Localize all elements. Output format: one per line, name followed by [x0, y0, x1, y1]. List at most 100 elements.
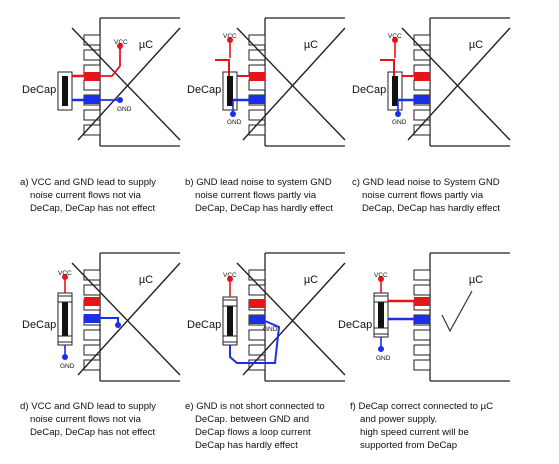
vcc-pad	[249, 299, 265, 308]
caption-line: DeCap. between GND and	[195, 414, 310, 425]
gnd-node	[378, 346, 384, 352]
vcc-trace	[380, 59, 414, 77]
caption-a: a) VCC and GND lead to supply noise curre…	[20, 176, 156, 215]
gnd-loop-trace	[229, 320, 281, 364]
chip-pin	[83, 79, 101, 91]
caption-line: DeCap has hardly effect	[195, 440, 298, 451]
chip-body-border	[100, 17, 180, 147]
cross-line	[407, 27, 511, 141]
panel-e: µC DeCap VCC GND	[187, 252, 346, 382]
vcc-pad	[84, 72, 100, 81]
chip-pin	[83, 49, 101, 61]
caption-line: b) GND lead noise to system GND	[185, 177, 332, 188]
gnd-node	[230, 111, 236, 117]
decap-label: DeCap	[22, 84, 56, 96]
chip-pin	[248, 49, 266, 61]
chip-body-border	[430, 17, 510, 147]
vcc-node	[378, 276, 384, 282]
chip-pin	[413, 79, 431, 91]
vcc-node	[392, 37, 398, 43]
gnd-label: GND	[376, 355, 391, 362]
chip-pin	[413, 359, 431, 371]
vcc-pad	[414, 72, 430, 81]
gnd-node	[62, 354, 68, 360]
decap-label: DeCap	[22, 319, 56, 331]
vcc-node	[227, 37, 233, 43]
vcc-pad	[414, 297, 430, 306]
decap-label: DeCap	[187, 319, 221, 331]
vcc-label: VCC	[114, 39, 128, 46]
caption-line: c) GND lead noise to System GND	[352, 177, 500, 188]
vcc-pad	[249, 72, 265, 81]
panel-a: µC DeCap VCC GND	[22, 17, 181, 147]
caption-line: DeCap, DeCap has not effect	[30, 203, 156, 214]
chip-body-border	[265, 17, 345, 147]
chip-pin	[413, 284, 431, 296]
caption-e: e) GND is not short connected to DeCap. b…	[185, 400, 325, 452]
chip-pin	[413, 49, 431, 61]
gnd-label: GND	[392, 119, 407, 126]
chip-label: µC	[139, 39, 153, 51]
cross-line	[71, 262, 181, 376]
decap-label: DeCap	[187, 84, 221, 96]
gnd-label: GND	[227, 119, 242, 126]
caption-line: supported from DeCap	[360, 440, 458, 451]
decap-pad	[57, 335, 73, 343]
chip-pin	[248, 79, 266, 91]
chip-pin	[83, 284, 101, 296]
caption-line: DeCap, DeCap has hardly effect	[195, 203, 333, 214]
gnd-pad	[84, 95, 100, 104]
cross-line	[236, 262, 346, 376]
decap-pad	[373, 327, 389, 335]
vcc-label: VCC	[223, 33, 237, 40]
gnd-node	[117, 97, 123, 103]
chip-label: µC	[469, 39, 483, 51]
vcc-node	[62, 274, 68, 280]
cross-line	[77, 27, 181, 141]
caption-line: noise current flows partly via	[362, 190, 484, 201]
chip-label: µC	[469, 274, 483, 286]
chip-label: µC	[304, 274, 318, 286]
panel-b: µC DeCap VCC GND	[187, 17, 346, 147]
gnd-node	[395, 111, 401, 117]
caption-line: DeCap, DeCap has hardly effect	[362, 203, 500, 214]
chip-pin	[83, 329, 101, 341]
caption-line: noise current flows not via	[30, 190, 141, 201]
decap-body	[392, 76, 398, 106]
chip-pin	[248, 329, 266, 341]
cross-line	[242, 27, 346, 141]
gnd-label: GND	[117, 106, 132, 113]
decap-body	[227, 301, 233, 341]
cross-line	[242, 262, 346, 376]
decap-pad	[222, 335, 238, 343]
chip-label: µC	[304, 39, 318, 51]
caption-line: and power supply.	[360, 414, 438, 425]
cross-line	[77, 262, 181, 376]
vcc-node	[227, 276, 233, 282]
vcc-lead	[100, 48, 121, 77]
vcc-label: VCC	[374, 272, 388, 279]
vcc-node	[117, 43, 123, 49]
chip-body-border	[265, 252, 345, 382]
decap-body	[378, 297, 384, 333]
chip-pin	[413, 344, 431, 356]
caption-line: e) GND is not short connected to	[185, 401, 325, 412]
cross-line	[401, 27, 511, 141]
caption-line: f) DeCap correct connected to µC	[350, 401, 494, 412]
panel-d: µC DeCap VCC GND	[22, 252, 181, 382]
panel-c: µC DeCap VCC GND	[352, 17, 511, 147]
caption-line: noise current flows not via	[30, 414, 141, 425]
gnd-pad	[414, 315, 430, 324]
caption-f: f) DeCap correct connected to µC and powe…	[350, 400, 493, 452]
cross-line	[71, 27, 181, 141]
caption-b: b) GND lead noise to system GND noise cur…	[185, 176, 333, 215]
chip-pin	[248, 284, 266, 296]
caption-line: high speed current will be	[360, 427, 469, 438]
gnd-pad	[84, 314, 100, 323]
chip-pin	[413, 269, 431, 281]
caption-line: a) VCC and GND lead to supply	[20, 177, 156, 188]
cross-line	[236, 27, 346, 141]
gnd-trace	[100, 317, 119, 323]
decap-body	[227, 76, 233, 106]
caption-d: d) VCC and GND lead to supply noise curre…	[20, 400, 156, 439]
